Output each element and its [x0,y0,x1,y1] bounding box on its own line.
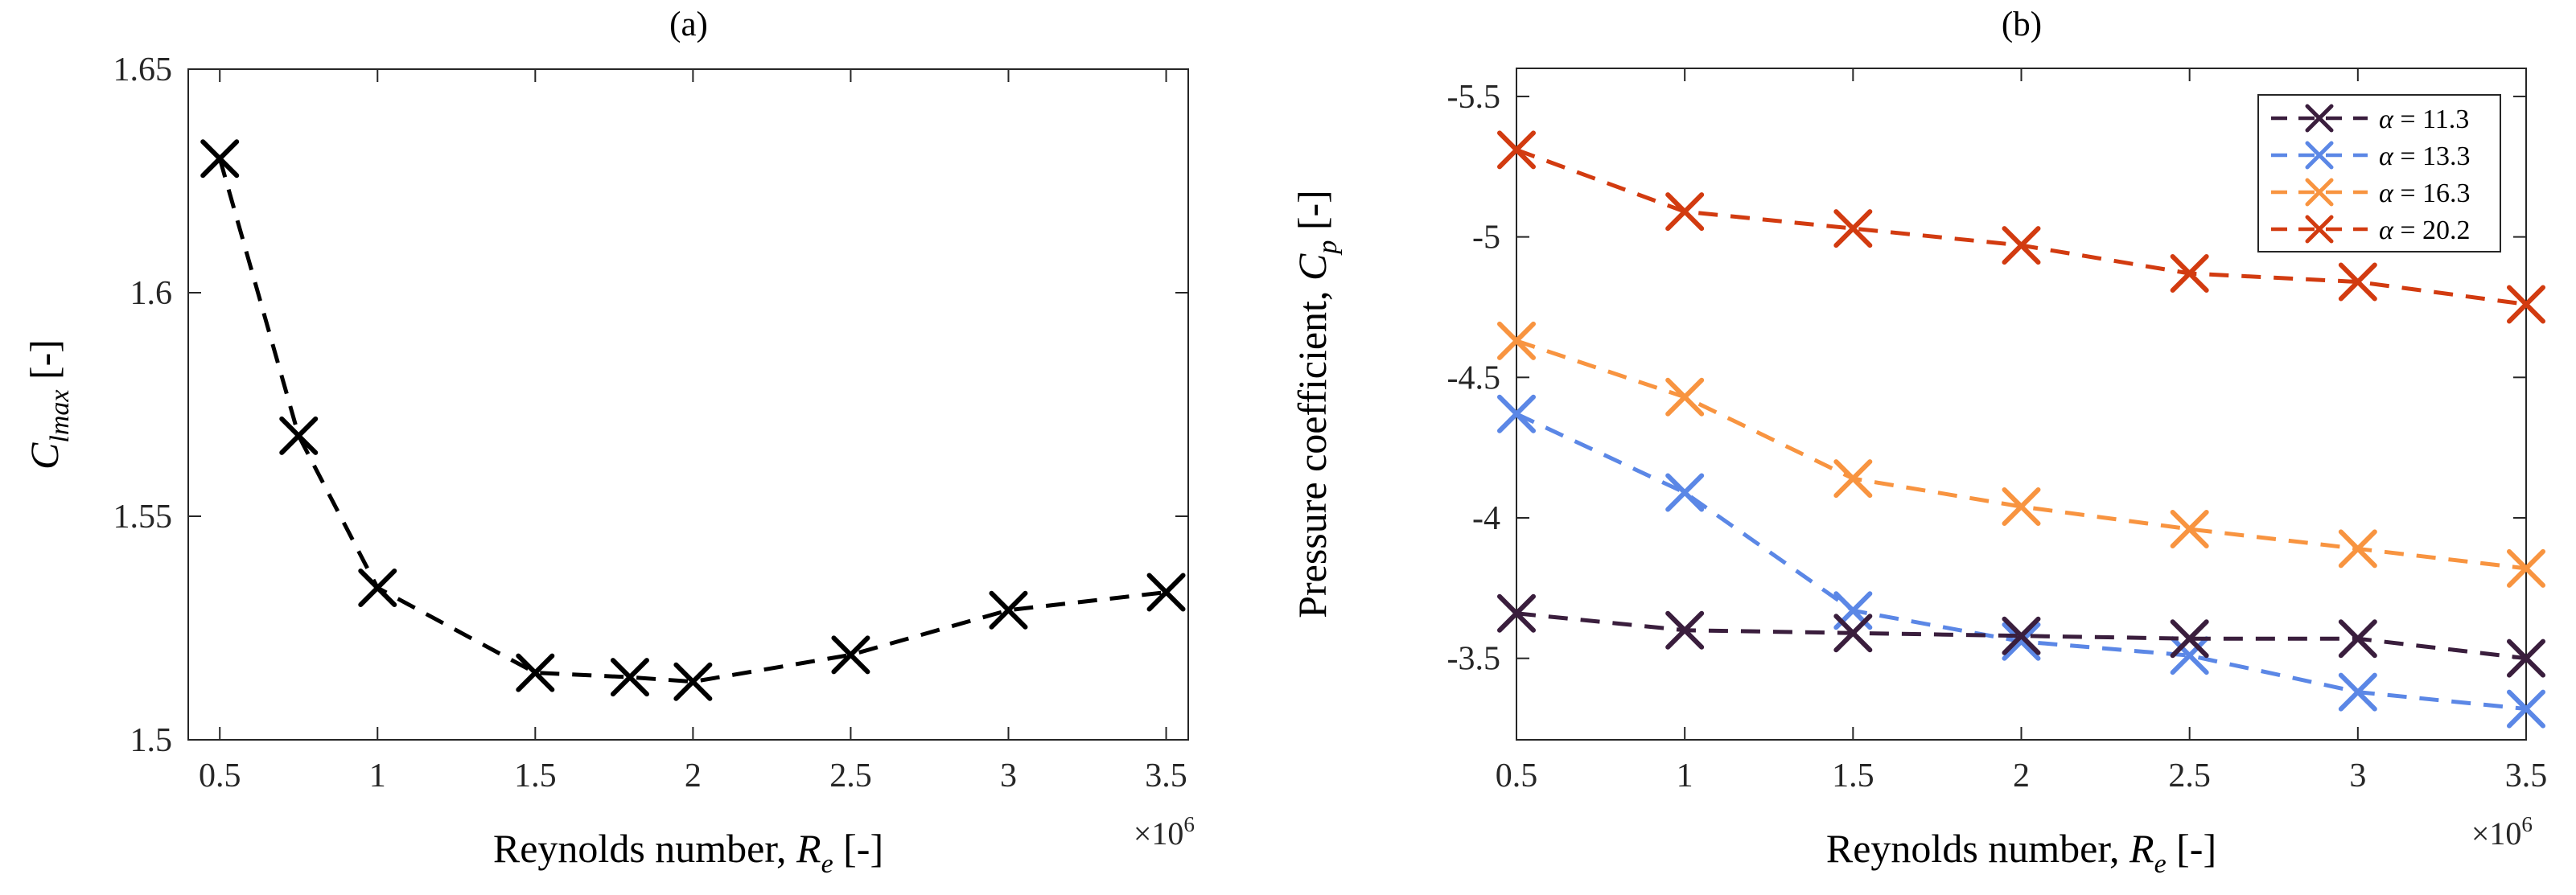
x-tick-label: 0.5 [199,757,241,794]
data-point-marker [673,662,713,701]
series--20.2 [1497,130,2545,324]
x-tick-label: 2 [2013,757,2030,794]
x-exponent-b: ×106 [2471,812,2533,852]
data-point-marker [1146,573,1186,612]
x-tick-label: 3 [2349,757,2366,794]
data-point-marker [2507,689,2545,729]
series-line [1515,412,2527,712]
series--13.3 [1497,394,2545,729]
data-point-marker [2002,622,2041,661]
y-axis-label-b: Pressure coefficient, Cp [-] [1290,190,1343,618]
y-tick-label: -5.5 [1447,79,1501,116]
x-tick-label: 3.5 [2505,757,2548,794]
legend-sample-marker [2305,215,2334,244]
x-tick-label: 3.5 [1145,757,1187,794]
y-tick-label: 1.65 [113,51,173,88]
data-point-marker [2338,529,2377,569]
panel-a: 0.5 1 1.5 2 2.5 3 3.5 1.5 1.55 1.6 1.65 Reynolds nu… [22,51,1195,879]
data-point-marker [200,139,240,179]
data-point-marker [2338,619,2377,659]
x-tick-label: 1.5 [1832,757,1874,794]
x-tick-label: 1 [1677,757,1693,794]
data-point-marker [2002,226,2041,265]
series-line [217,158,1167,684]
legend-label: α = 16.3 [2379,179,2471,208]
data-point-marker [1665,377,1705,417]
x-tick-label: 0.5 [1496,757,1538,794]
legend-sample-marker [2305,141,2334,170]
data-point-marker [358,568,397,607]
y-tick-label: 1.6 [130,275,173,312]
data-point-marker [2002,487,2041,527]
x-tick-label: 2 [685,757,702,794]
legend: α = 11.3 α = 13.3 α = 16.3 α = 20.2 [2257,94,2501,252]
data-point-marker [1665,473,1705,512]
data-point-marker [989,590,1028,630]
legend-sample-marker [2305,104,2334,133]
data-point-marker [2338,262,2377,302]
series--11.3 [1497,593,2545,678]
data-point-marker [2170,636,2209,675]
data-point-marker [1497,394,1536,433]
axes-box-a [187,68,1189,741]
data-point-marker [2507,638,2545,678]
x-exponent-a: ×106 [1134,812,1195,852]
y-tick-label: 1.5 [130,722,173,759]
data-point-marker [2338,672,2377,712]
x-tick-label: 2.5 [2168,757,2211,794]
data-point-marker [2170,619,2209,659]
legend-box [2257,94,2501,252]
data-point-marker [279,416,319,455]
data-point-marker [2170,254,2209,294]
panel-b-title: (b) [2001,6,2043,43]
legend-sample-marker [2305,178,2334,207]
series-Clmax [200,139,1186,701]
data-point-marker [2507,548,2545,588]
data-point-marker [2002,616,2041,655]
data-point-marker [516,653,555,692]
x-tick-label: 1 [369,757,386,794]
y-tick-label: -4 [1472,500,1500,537]
data-point-marker [1833,614,1873,653]
series--16.3 [1497,321,2545,588]
data-point-marker [1497,130,1536,170]
data-point-marker [1497,593,1536,633]
legend-label: α = 11.3 [2379,105,2469,134]
panel-b: 0.5 1 1.5 2 2.5 3 3.5 -5.5 -5 -4.5 -4 -3.5 Reynolds … [1290,68,2547,879]
panel-a-title: (a) [669,6,708,43]
data-point-marker [2170,509,2209,548]
data-point-marker [1497,321,1536,360]
y-axis-label-a: Clmax [-] [22,339,75,470]
y-tick-label: 1.55 [113,499,173,536]
data-point-marker [1665,610,1705,650]
x-tick-label: 2.5 [829,757,872,794]
data-point-marker [1665,192,1705,232]
x-axis-label-a: Reynolds number, Re [-] [493,826,883,879]
data-point-marker [610,658,649,697]
y-tick-label: -4.5 [1447,359,1501,396]
x-tick-label: 3 [1000,757,1017,794]
y-tick-label: -3.5 [1447,641,1501,678]
legend-label: α = 13.3 [2379,142,2471,171]
data-point-marker [831,635,870,675]
y-tick-label: -5 [1472,220,1500,257]
x-tick-label: 1.5 [514,757,557,794]
data-point-marker [2507,285,2545,324]
data-point-marker [1833,459,1873,499]
data-point-marker [1833,209,1873,248]
x-axis-label-b: Reynolds number, Re [-] [1826,826,2216,879]
legend-label: α = 20.2 [2379,216,2471,245]
